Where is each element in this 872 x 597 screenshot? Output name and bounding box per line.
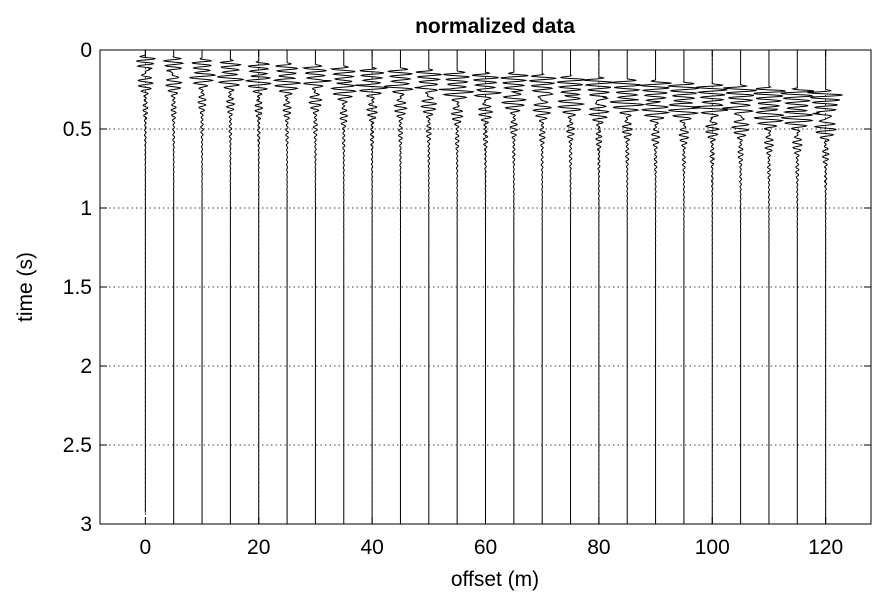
y-tick-label: 0	[80, 39, 92, 62]
trace-line	[383, 50, 414, 524]
trace-line	[780, 50, 815, 524]
y-tick-label: 3	[80, 513, 92, 536]
x-tick-label: 60	[474, 536, 497, 559]
x-tick-label: 120	[808, 536, 843, 559]
y-tick-label: 1	[80, 197, 92, 220]
trace-line	[500, 50, 529, 524]
traces	[136, 50, 843, 524]
trace-line	[722, 50, 758, 524]
trace-line	[136, 50, 157, 513]
trace-line	[414, 50, 443, 524]
trace-line	[753, 50, 786, 524]
trace-line	[438, 50, 475, 524]
x-tick-label: 40	[360, 536, 383, 559]
trace-line	[217, 50, 245, 524]
trace-line	[329, 50, 358, 524]
trace-line	[301, 50, 332, 524]
trace-line	[162, 50, 185, 524]
trace-line	[583, 50, 614, 524]
x-tick-labels: 0 20 40 60 80 100 120	[140, 536, 844, 559]
trace-line	[692, 50, 729, 524]
x-tick-label: 100	[695, 536, 730, 559]
y-tick-label: 0.5	[63, 118, 92, 141]
chart-title: normalized data	[415, 15, 575, 38]
trace-line	[529, 50, 557, 524]
trace-line	[610, 50, 646, 524]
y-axis-label: time (s)	[14, 252, 37, 322]
trace-line	[244, 50, 272, 524]
y-tick-label: 1.5	[63, 276, 92, 299]
trace-line	[640, 50, 672, 524]
trace-line	[471, 50, 503, 524]
trace-line	[272, 50, 302, 524]
ticks	[100, 49, 871, 525]
trace-line	[189, 50, 217, 524]
y-tick-label: 2	[80, 355, 92, 378]
x-tick-label: 20	[247, 536, 270, 559]
trace-line	[556, 50, 586, 524]
x-tick-label: 80	[587, 536, 610, 559]
trace-line	[354, 50, 388, 524]
trace-line	[807, 50, 843, 524]
x-tick-label: 0	[140, 536, 152, 559]
trace-line	[666, 50, 701, 524]
y-tick-labels: 0 0.5 1 1.5 2 2.5 3	[63, 39, 92, 536]
y-tick-label: 2.5	[63, 434, 92, 457]
x-axis-label: offset (m)	[451, 568, 539, 591]
